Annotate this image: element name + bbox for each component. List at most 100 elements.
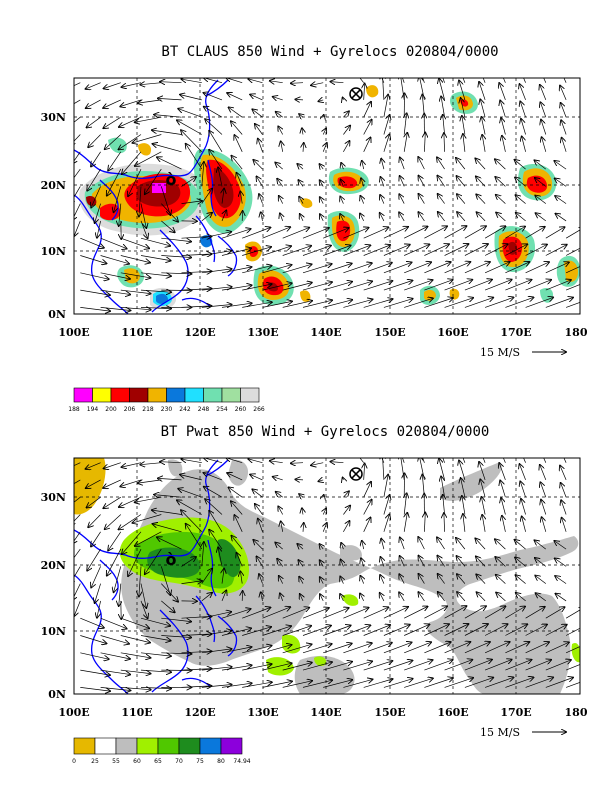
- pwat-60-region: [282, 634, 301, 654]
- wind-vector: [275, 543, 283, 550]
- vector-reference-label: 15 M/S: [480, 346, 520, 359]
- wind-vector: [320, 577, 323, 584]
- wind-vector: [438, 194, 445, 204]
- wind-vector: [505, 244, 527, 256]
- wind-vector: [503, 458, 506, 463]
- wind-vector: [320, 180, 324, 187]
- map-frame: [73, 457, 581, 695]
- wind-vector: [242, 228, 270, 239]
- wind-vector: [424, 678, 453, 688]
- wind-vector: [91, 186, 101, 207]
- wind-vector: [270, 461, 283, 463]
- wind-vector: [381, 557, 384, 567]
- wind-vector: [424, 624, 449, 636]
- wind-vector: [242, 664, 271, 671]
- wind-vector: [459, 81, 466, 101]
- wind-vector: [555, 559, 567, 567]
- wind-vector: [442, 458, 445, 463]
- lon-tick-label: 180: [565, 706, 588, 719]
- lon-tick-label: 150E: [374, 326, 405, 339]
- wind-vector: [160, 186, 170, 215]
- wind-vector: [222, 211, 226, 222]
- wind-vector: [180, 475, 202, 481]
- lon-tick-label: 130E: [247, 326, 278, 339]
- wind-vector: [363, 607, 389, 619]
- wind-vector: [562, 518, 567, 532]
- wind-vector: [140, 272, 171, 276]
- wind-vector: [323, 523, 327, 532]
- wind-vector: [419, 78, 425, 100]
- wind-vector: [563, 458, 567, 463]
- wind-vector: [181, 306, 212, 308]
- wind-vector: [221, 683, 252, 688]
- colorbar-label: 248: [198, 406, 210, 413]
- wind-vector: [181, 616, 212, 618]
- wind-vector: [95, 583, 101, 603]
- wind-vector: [521, 119, 526, 135]
- lat-tick-label: 30N: [41, 111, 66, 124]
- wind-vector: [303, 143, 304, 152]
- colorbar-label: 242: [179, 406, 191, 413]
- colorbar-label: 260: [235, 406, 247, 413]
- wind-vector: [221, 229, 251, 239]
- wind-vector: [457, 176, 466, 187]
- panel-pwat: BT Pwat 850 Wind + Gyrelocs 020804/0000: [41, 424, 588, 765]
- wind-vector: [161, 636, 191, 638]
- wind-vector: [218, 547, 223, 567]
- wind-vector: [380, 593, 384, 602]
- wind-vector: [302, 644, 332, 654]
- wind-vector: [525, 245, 547, 256]
- wind-vector: [505, 624, 527, 636]
- wind-vector: [120, 617, 149, 628]
- cloud-cluster-south-china-sea: [79, 163, 209, 236]
- wind-vector: [248, 459, 263, 463]
- wind-vector: [462, 496, 465, 515]
- pwat-55-region: [440, 462, 502, 501]
- wind-vector: [404, 607, 427, 619]
- wind-vector: [505, 607, 525, 619]
- wind-vector: [480, 479, 486, 498]
- wind-vector: [201, 667, 232, 671]
- wind-vector: [74, 462, 81, 467]
- wind-vector: [364, 464, 365, 480]
- wind-vector: [120, 307, 151, 309]
- wind-vector: [404, 513, 407, 532]
- wind-vector: [157, 157, 182, 170]
- wind-vector: [381, 539, 384, 550]
- wind-vector: [535, 160, 547, 170]
- wind-vector: [262, 301, 292, 308]
- wind-vector: [444, 298, 474, 308]
- wind-vector: [74, 479, 81, 485]
- lat-tick-label: 30N: [41, 491, 66, 504]
- wind-vector: [476, 194, 486, 204]
- wind-vector: [561, 483, 567, 498]
- wind-vector: [323, 282, 352, 291]
- wind-vector: [464, 660, 492, 671]
- wind-vector: [457, 592, 466, 602]
- wind-vector: [525, 262, 549, 274]
- wind-vector: [320, 594, 323, 602]
- wind-vector: [281, 141, 283, 152]
- colorbar-swatch: [110, 387, 130, 403]
- wind-vector: [323, 129, 326, 135]
- wind-vector: [108, 151, 122, 171]
- wind-vector: [525, 660, 552, 671]
- wind-vector: [302, 264, 332, 274]
- colorbar-label: 80: [217, 758, 225, 765]
- wind-vector: [298, 560, 303, 567]
- wind-vector: [186, 524, 203, 550]
- colorbar-swatch: [129, 387, 149, 403]
- wind-vector: [545, 262, 569, 274]
- wind-vector: [464, 262, 490, 274]
- wind-vector: [300, 214, 303, 222]
- wind-vector: [422, 475, 424, 498]
- wind-vector: [437, 556, 445, 567]
- wind-vector: [255, 124, 263, 135]
- wind-vector: [250, 95, 263, 101]
- wind-vector: [295, 99, 304, 100]
- wind-vector: [323, 626, 350, 636]
- wind-vector: [120, 479, 142, 487]
- wind-vector: [291, 463, 304, 464]
- wind-vector: [140, 203, 146, 228]
- wind-vector: [258, 519, 263, 532]
